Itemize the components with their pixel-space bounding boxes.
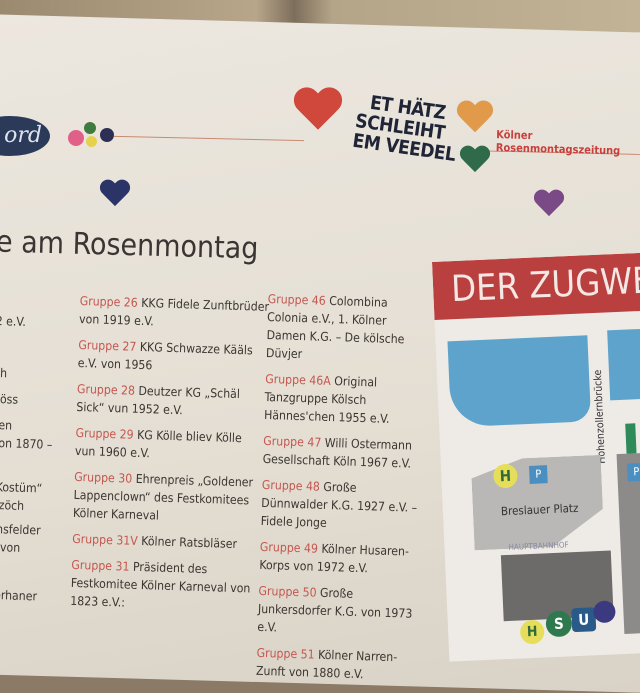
list-item: Gruppe 29 KG Kölle bliev Kölle vun 1960 … — [74, 425, 242, 461]
text-fragment: derhaner — [0, 587, 38, 604]
list-item: Gruppe 27 KKG Schwazze Kääls e.V. von 19… — [77, 337, 253, 373]
text-fragment: t — [0, 338, 56, 358]
list-item: Gruppe 28 Deutzer KG „Schäl Sick“ vun 19… — [76, 381, 241, 418]
river-area — [447, 335, 592, 428]
text-fragment: ken — [0, 417, 13, 433]
left-column-fragments: 2 e.V. t ch ööss ken von 1870 – „Kostüm“… — [0, 312, 56, 606]
dot-navy — [100, 128, 114, 142]
dot-pink — [68, 130, 84, 146]
heart-green-icon — [460, 146, 490, 176]
list-item: Gruppe 46A Original Tanzgruppe Kölsch Hä… — [263, 371, 390, 426]
text-fragment: 2 e.V. — [0, 313, 27, 329]
heart-purple-icon — [534, 190, 564, 220]
dot-yellow — [86, 136, 97, 147]
column-middle: Gruppe 26 KKG Fidele Zunftbrüder von 191… — [70, 292, 270, 624]
text-fragment: ch — [0, 365, 8, 381]
page-title: e am Rosenmontag — [0, 224, 259, 267]
column-right: Gruppe 46 Colombina Colonia e.V., 1. Köl… — [255, 290, 427, 693]
route-map: DER ZUGWE Hohenzollernbrücke H P P Bresl… — [432, 251, 640, 662]
text-fragment: von 1870 – — [0, 435, 53, 452]
heart-navy-icon — [100, 180, 130, 210]
h-stop-icon: H — [519, 619, 545, 645]
event-logo: ET HÄTZ SCHLEIHT EM VEEDEL — [351, 91, 462, 166]
station-label: HAUPTBAHNHOF — [508, 540, 569, 552]
newspaper-name: Kölner Rosenmontagszeitung — [495, 128, 621, 158]
list-item: Gruppe 51 Kölner Narren-Zunft von 1880 e… — [255, 645, 398, 682]
list-item: Gruppe 50 Große Junkersdorfer K.G. von 1… — [257, 583, 413, 635]
text-fragment: ööss — [0, 391, 19, 407]
river-area — [607, 327, 640, 401]
metro-icon — [592, 600, 616, 624]
list-item: Gruppe 48 Große Dünnwalder K.G. 1927 e.V… — [260, 477, 418, 530]
list-item: Gruppe 47 Willi Ostermann Gesellschaft K… — [262, 433, 413, 471]
green-marker — [625, 423, 637, 454]
text-fragment: „Kostüm“ — [0, 479, 43, 496]
list-item: Gruppe 31 Präsident des Festkomitee Köln… — [70, 557, 251, 610]
s-bahn-icon: S — [545, 610, 573, 638]
dot-green — [84, 122, 96, 134]
text-fragment: unsfelder — [0, 521, 41, 538]
bridge-label: Hohenzollernbrücke — [591, 369, 608, 465]
heart-orange-icon — [457, 101, 493, 137]
map-title: DER ZUGWE — [432, 251, 640, 320]
list-item: Gruppe 30 Ehrenpreis „Goldener Lappenclo… — [72, 469, 254, 523]
list-item: Gruppe 49 Kölner Husaren-Korps von 1972 … — [259, 539, 410, 576]
list-item: Gruppe 26 KKG Fidele Zunftbrüder von 191… — [78, 293, 270, 329]
text-fragment: ft von — [0, 540, 21, 555]
text-fragment: lszöch — [0, 497, 25, 513]
parking-icon: P — [528, 465, 548, 484]
parking-icon: P — [626, 462, 640, 482]
list-item: Gruppe 31V Kölner Ratsbläser — [72, 531, 238, 552]
list-item: Gruppe 46 Colombina Colonia e.V., 1. Köl… — [265, 291, 405, 362]
heart-red-icon — [294, 88, 342, 136]
